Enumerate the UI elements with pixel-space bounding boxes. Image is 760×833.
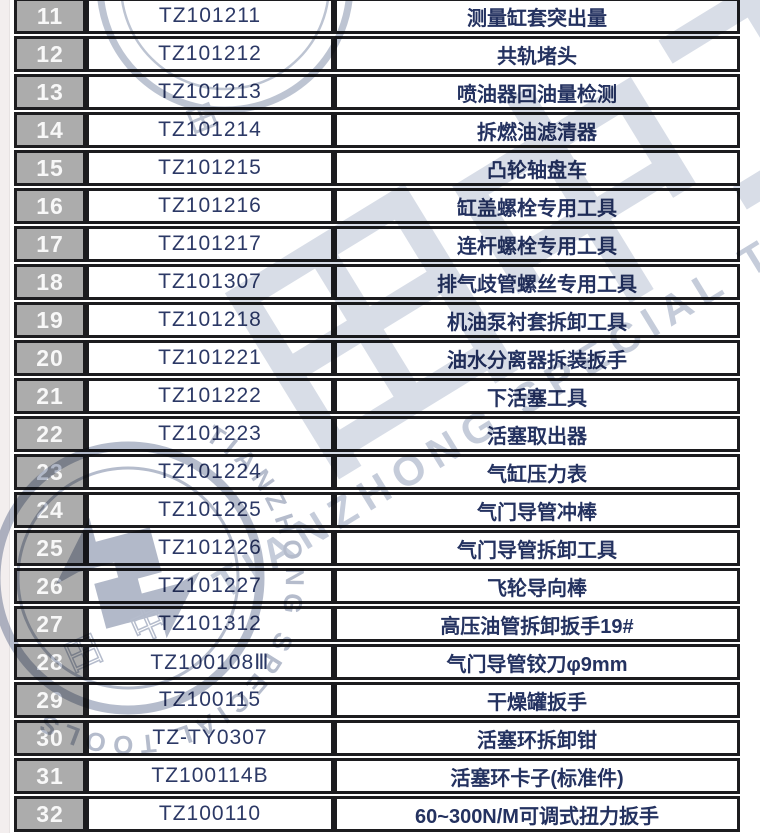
- tool-name-cell: 排气歧管螺丝专用工具: [334, 264, 740, 300]
- tool-name-cell: 凸轮轴盘车: [334, 150, 740, 186]
- tool-table-body: 11 TZ101211 测量缸套突出量 12 TZ101212 共轨堵头 13 …: [14, 0, 740, 832]
- tool-name-cell: 60~300N/M可调式扭力扳手: [334, 796, 740, 832]
- tool-name-cell: 气缸压力表: [334, 454, 740, 490]
- table-row: 19 TZ101218 机油泵衬套拆卸工具: [14, 302, 740, 338]
- table-row: 24 TZ101225 气门导管冲棒: [14, 492, 740, 528]
- tool-name-cell: 油水分离器拆装扳手: [334, 340, 740, 376]
- table-row: 22 TZ101223 活塞取出器: [14, 416, 740, 452]
- tool-name-cell: 缸盖螺栓专用工具: [334, 188, 740, 224]
- table-row: 27 TZ101312 高压油管拆卸扳手19#: [14, 606, 740, 642]
- row-number-cell: 18: [14, 264, 86, 300]
- row-number-cell: 11: [14, 0, 86, 34]
- row-number-cell: 30: [14, 720, 86, 756]
- tool-name-cell: 下活塞工具: [334, 378, 740, 414]
- tool-code-cell: TZ101225: [86, 492, 334, 528]
- row-number-cell: 26: [14, 568, 86, 604]
- table-row: 30 TZ-TY0307 活塞环拆卸钳: [14, 720, 740, 756]
- row-number-cell: 24: [14, 492, 86, 528]
- tool-code-cell: TZ100110: [86, 796, 334, 832]
- row-number-cell: 23: [14, 454, 86, 490]
- tool-name-cell: 气门导管冲棒: [334, 492, 740, 528]
- row-number-cell: 21: [14, 378, 86, 414]
- table-row: 13 TZ101213 喷油器回油量检测: [14, 74, 740, 110]
- tool-code-cell: TZ101312: [86, 606, 334, 642]
- table-row: 15 TZ101215 凸轮轴盘车: [14, 150, 740, 186]
- table-row: 17 TZ101217 连杆螺栓专用工具: [14, 226, 740, 262]
- table-row: 26 TZ101227 飞轮导向棒: [14, 568, 740, 604]
- tool-code-cell: TZ101214: [86, 112, 334, 148]
- row-number-cell: 15: [14, 150, 86, 186]
- tool-code-cell: TZ101217: [86, 226, 334, 262]
- tool-code-cell: TZ101226: [86, 530, 334, 566]
- tool-name-cell: 飞轮导向棒: [334, 568, 740, 604]
- table-row: 11 TZ101211 测量缸套突出量: [14, 0, 740, 34]
- tool-name-cell: 高压油管拆卸扳手19#: [334, 606, 740, 642]
- tool-code-cell: TZ101224: [86, 454, 334, 490]
- row-number-cell: 31: [14, 758, 86, 794]
- table-row: 12 TZ101212 共轨堵头: [14, 36, 740, 72]
- row-number-cell: 20: [14, 340, 86, 376]
- page-left-edge: [0, 0, 10, 833]
- table-row: 32 TZ100110 60~300N/M可调式扭力扳手: [14, 796, 740, 832]
- tool-code-cell: TZ101223: [86, 416, 334, 452]
- row-number-cell: 17: [14, 226, 86, 262]
- table-row: 29 TZ100115 干燥罐扳手: [14, 682, 740, 718]
- row-number-cell: 14: [14, 112, 86, 148]
- table-row: 16 TZ101216 缸盖螺栓专用工具: [14, 188, 740, 224]
- tool-name-cell: 测量缸套突出量: [334, 0, 740, 34]
- table-row: 23 TZ101224 气缸压力表: [14, 454, 740, 490]
- tool-name-cell: 气门导管铰刀φ9mm: [334, 644, 740, 680]
- table-row: 21 TZ101222 下活塞工具: [14, 378, 740, 414]
- row-number-cell: 13: [14, 74, 86, 110]
- tool-name-cell: 干燥罐扳手: [334, 682, 740, 718]
- tool-code-cell: TZ100115: [86, 682, 334, 718]
- tool-code-cell: TZ101211: [86, 0, 334, 34]
- tool-code-cell: TZ101213: [86, 74, 334, 110]
- tool-code-cell: TZ101215: [86, 150, 334, 186]
- table-row: 18 TZ101307 排气歧管螺丝专用工具: [14, 264, 740, 300]
- table-row: 14 TZ101214 拆燃油滤清器: [14, 112, 740, 148]
- tool-code-cell: TZ101221: [86, 340, 334, 376]
- tool-code-cell: TZ-TY0307: [86, 720, 334, 756]
- tool-code-cell: TZ101227: [86, 568, 334, 604]
- tool-code-cell: TZ100114B: [86, 758, 334, 794]
- row-number-cell: 19: [14, 302, 86, 338]
- tool-name-cell: 共轨堵头: [334, 36, 740, 72]
- row-number-cell: 29: [14, 682, 86, 718]
- tool-name-cell: 活塞环卡子(标准件): [334, 758, 740, 794]
- tool-name-cell: 机油泵衬套拆卸工具: [334, 302, 740, 338]
- row-number-cell: 28: [14, 644, 86, 680]
- tool-code-cell: TZ100108Ⅲ: [86, 644, 334, 680]
- tool-name-cell: 活塞取出器: [334, 416, 740, 452]
- tool-code-cell: TZ101307: [86, 264, 334, 300]
- table-row: 31 TZ100114B 活塞环卡子(标准件): [14, 758, 740, 794]
- tool-name-cell: 活塞环拆卸钳: [334, 720, 740, 756]
- tool-name-cell: 连杆螺栓专用工具: [334, 226, 740, 262]
- table-row: 20 TZ101221 油水分离器拆装扳手: [14, 340, 740, 376]
- row-number-cell: 22: [14, 416, 86, 452]
- tool-name-cell: 喷油器回油量检测: [334, 74, 740, 110]
- tool-name-cell: 拆燃油滤清器: [334, 112, 740, 148]
- tool-code-cell: TZ101222: [86, 378, 334, 414]
- tool-code-cell: TZ101216: [86, 188, 334, 224]
- row-number-cell: 16: [14, 188, 86, 224]
- row-number-cell: 32: [14, 796, 86, 832]
- tool-code-cell: TZ101212: [86, 36, 334, 72]
- tool-name-cell: 气门导管拆卸工具: [334, 530, 740, 566]
- row-number-cell: 12: [14, 36, 86, 72]
- tool-code-cell: TZ101218: [86, 302, 334, 338]
- row-number-cell: 27: [14, 606, 86, 642]
- table-row: 28 TZ100108Ⅲ 气门导管铰刀φ9mm: [14, 644, 740, 680]
- table-row: 25 TZ101226 气门导管拆卸工具: [14, 530, 740, 566]
- tool-list-table: 11 TZ101211 测量缸套突出量 12 TZ101212 共轨堵头 13 …: [14, 0, 740, 833]
- row-number-cell: 25: [14, 530, 86, 566]
